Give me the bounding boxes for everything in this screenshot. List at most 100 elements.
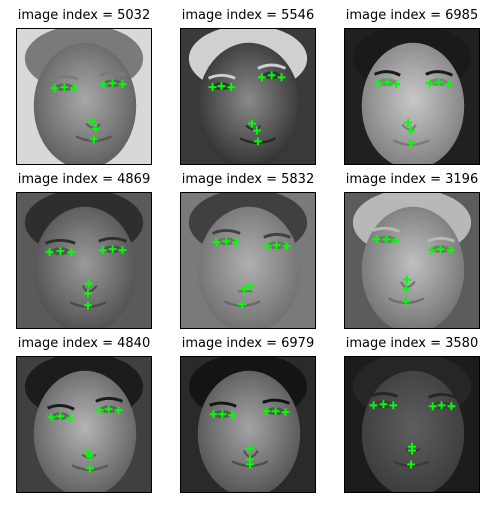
face — [197, 370, 301, 492]
right-brow — [262, 398, 290, 405]
keypoint-marker — [238, 300, 247, 309]
keypoint-marker — [108, 79, 117, 88]
right-brow — [427, 236, 455, 243]
keypoint-marker — [70, 84, 79, 93]
panel-title: image index = 4840 — [17, 336, 151, 351]
keypoint-marker — [45, 248, 54, 257]
face — [33, 206, 137, 328]
face — [33, 370, 137, 492]
keypoint-marker — [67, 248, 76, 257]
keypoint-marker — [407, 460, 415, 469]
face — [361, 370, 465, 492]
panel-title: image index = 3580 — [345, 336, 479, 351]
face-image — [344, 28, 480, 165]
keypoint-marker — [222, 237, 231, 246]
face — [33, 42, 137, 164]
keypoint-marker — [277, 73, 286, 82]
keypoint-marker — [89, 135, 98, 144]
keypoint-marker — [84, 279, 93, 288]
face — [361, 42, 465, 164]
keypoint-marker — [99, 80, 108, 89]
keypoint-marker — [369, 401, 378, 410]
face — [197, 42, 301, 164]
face-image — [180, 192, 316, 329]
panel-title: image index = 5832 — [181, 172, 315, 187]
face-image — [344, 192, 480, 329]
panel-title: image index = 5546 — [181, 8, 315, 23]
keypoint-marker — [407, 139, 415, 148]
keypoint-marker — [85, 452, 94, 461]
face-image — [16, 192, 152, 329]
keypoint-marker — [372, 235, 381, 244]
face — [197, 206, 301, 328]
left-brow — [207, 73, 236, 80]
keypoint-marker — [87, 117, 96, 126]
keypoint-marker — [263, 242, 272, 251]
keypoint-marker — [217, 82, 226, 91]
keypoint-marker — [85, 464, 94, 473]
keypoint-marker — [66, 414, 75, 423]
keypoint-marker — [98, 246, 107, 255]
face-image — [180, 28, 316, 165]
keypoint-marker — [253, 137, 262, 146]
left-brow — [46, 404, 75, 411]
face-image — [344, 356, 480, 493]
keypoint-marker — [267, 71, 276, 80]
right-brow — [257, 63, 287, 70]
keypoint-marker — [389, 401, 398, 410]
keypoint-marker — [427, 246, 436, 255]
keypoint-marker — [246, 460, 254, 469]
keypoint-marker — [118, 246, 127, 255]
keypoint-marker — [446, 246, 455, 255]
keypoint-marker — [47, 413, 56, 422]
face-image — [180, 356, 316, 493]
keypoint-marker — [257, 73, 266, 82]
keypoint-marker — [240, 285, 248, 294]
panel-title: image index = 3196 — [345, 172, 479, 187]
left-brow — [372, 226, 400, 233]
keypoint-marker — [382, 235, 391, 244]
keypoint-marker — [84, 301, 92, 310]
face-image — [16, 28, 152, 165]
right-brow — [263, 232, 291, 239]
left-brow — [373, 70, 401, 77]
left-brow — [45, 238, 76, 245]
keypoint-marker — [118, 80, 127, 89]
keypoint-marker — [228, 411, 237, 420]
keypoint-marker — [447, 402, 456, 411]
keypoint-marker — [246, 282, 254, 291]
keypoint-marker — [232, 238, 241, 247]
keypoint-marker — [383, 78, 392, 87]
keypoint-marker — [392, 80, 401, 89]
keypoint-marker — [282, 242, 291, 251]
right-brow — [99, 70, 127, 77]
left-brow — [369, 391, 398, 398]
keypoint-marker — [208, 83, 217, 92]
keypoint-marker — [212, 238, 221, 247]
keypoint-marker — [56, 247, 65, 256]
keypoint-marker — [209, 410, 218, 419]
keypoint-marker — [262, 407, 271, 416]
keypoint-marker — [50, 84, 59, 93]
panel-title: image index = 4869 — [17, 172, 151, 187]
keypoint-marker — [60, 83, 69, 92]
keypoint-marker — [379, 400, 388, 409]
keypoint-marker — [403, 275, 412, 284]
keypoint-marker — [218, 410, 227, 419]
right-brow — [428, 392, 456, 399]
keypoint-marker — [252, 126, 261, 135]
keypoint-marker — [434, 78, 443, 87]
keypoint-marker — [391, 236, 400, 245]
right-brow — [425, 70, 454, 77]
keypoint-marker — [374, 79, 383, 88]
keypoint-marker — [402, 284, 411, 293]
left-brow — [49, 74, 79, 81]
keypoint-marker — [437, 401, 446, 410]
panel-title: image index = 5032 — [17, 8, 151, 23]
keypoint-marker — [95, 406, 104, 415]
keypoint-marker — [248, 119, 256, 128]
keypoint-marker — [114, 406, 123, 415]
keypoint-marker — [104, 405, 113, 414]
keypoint-marker — [227, 83, 236, 92]
keypoint-marker — [407, 126, 415, 135]
